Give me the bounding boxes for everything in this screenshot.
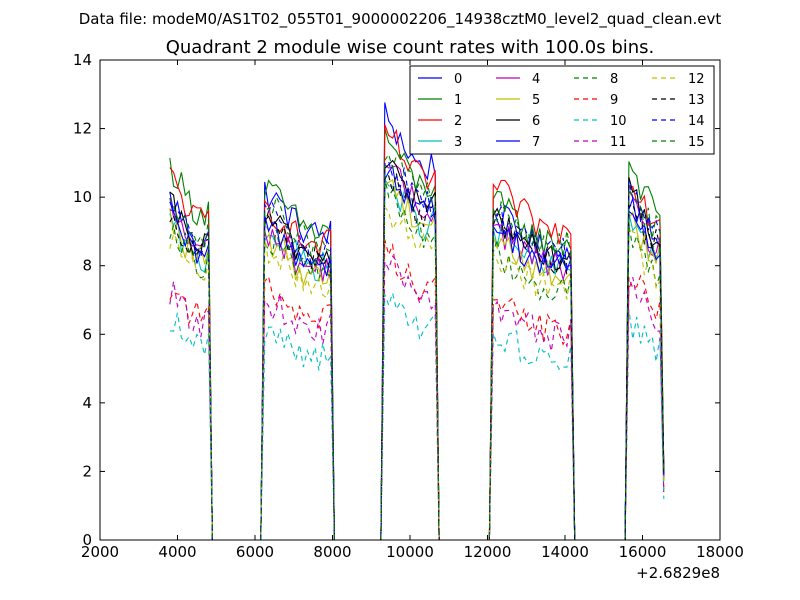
- data-file-title: Data file: modeM0/AS1T02_055T01_90000022…: [79, 10, 722, 29]
- series-line-6: [169, 159, 665, 540]
- legend-frame: [409, 65, 715, 155]
- legend-label-11: 11: [610, 135, 627, 150]
- x-tick-label: 14000: [541, 543, 589, 561]
- legend-label-6: 6: [532, 114, 540, 129]
- y-tick-label: 6: [82, 325, 92, 343]
- y-tick-label: 12: [73, 120, 92, 138]
- x-tick-label: 6000: [236, 543, 274, 561]
- y-tick-label: 14: [73, 51, 92, 69]
- y-tick-label: 8: [82, 257, 92, 275]
- legend-label-12: 12: [688, 72, 705, 87]
- legend-label-4: 4: [532, 72, 540, 87]
- legend-label-5: 5: [532, 93, 540, 108]
- y-tick-label: 10: [73, 188, 92, 206]
- legend-label-7: 7: [532, 135, 540, 150]
- legend-label-0: 0: [454, 72, 462, 87]
- y-tick-label: 2: [82, 462, 92, 480]
- legend-label-8: 8: [610, 72, 618, 87]
- x-tick-label: 12000: [464, 543, 512, 561]
- legend-label-14: 14: [688, 114, 705, 129]
- legend-label-15: 15: [688, 135, 705, 150]
- x-tick-label: 10000: [386, 543, 434, 561]
- series-line-5: [169, 178, 665, 540]
- legend-label-1: 1: [454, 93, 462, 108]
- x-tick-label: 2000: [81, 543, 119, 561]
- chart-title: Quadrant 2 module wise count rates with …: [166, 37, 655, 58]
- series-line-10: [169, 291, 665, 540]
- axis-ticks: 2000 4000 6000 8000 10000 12000 14000 16000 1800…: [73, 51, 744, 561]
- legend-label-3: 3: [454, 135, 462, 150]
- x-offset-label: +2.6829e8: [636, 564, 720, 582]
- x-tick-label: 18000: [696, 543, 744, 561]
- series-line-0: [169, 102, 665, 540]
- legend-label-13: 13: [688, 93, 705, 108]
- x-tick-label: 16000: [619, 543, 667, 561]
- x-tick-label: 8000: [313, 543, 351, 561]
- series-line-9: [169, 239, 665, 540]
- series-line-2: [169, 124, 665, 540]
- series-line-7: [169, 164, 665, 540]
- y-tick-label: 4: [82, 394, 92, 412]
- series-line-11: [169, 255, 665, 540]
- legend-label-2: 2: [454, 114, 462, 129]
- series-line-13: [169, 173, 665, 540]
- series-lines: [169, 102, 665, 540]
- series-line-15: [169, 153, 665, 540]
- legend-label-9: 9: [610, 93, 618, 108]
- x-tick-label: 4000: [158, 543, 196, 561]
- legend-label-10: 10: [610, 114, 627, 129]
- y-tick-label: 0: [82, 531, 92, 549]
